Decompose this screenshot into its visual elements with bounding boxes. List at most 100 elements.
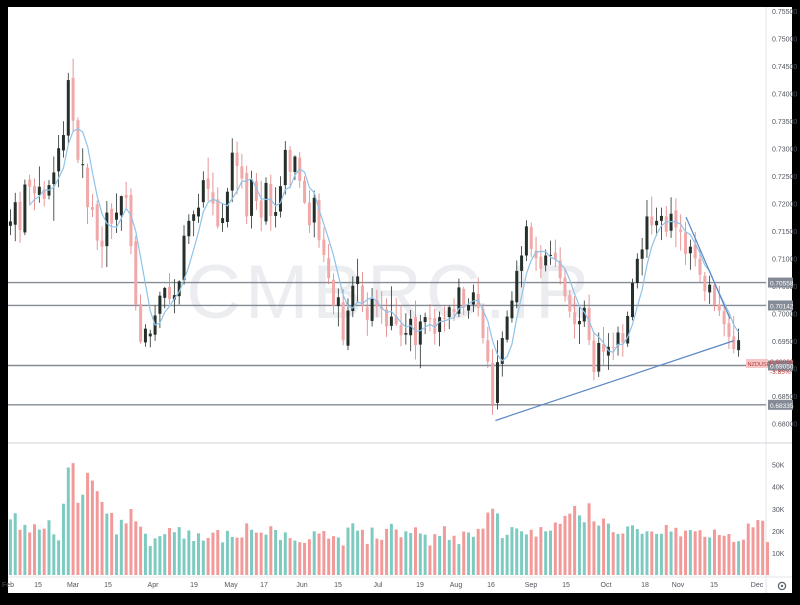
volume-bar <box>264 534 268 575</box>
candle-body <box>115 212 118 220</box>
volume-bar <box>442 526 446 575</box>
moving-average <box>29 128 740 362</box>
time-axis[interactable]: Feb 15 Mar 15 Apr 19 May 17 Jun 15 Jul 19 Aug 16 Sep 15… <box>2 582 764 589</box>
volume-bar <box>737 541 741 575</box>
candle-body <box>76 120 80 160</box>
volume-bar <box>57 540 61 575</box>
volume-bar <box>245 523 249 575</box>
candle-body <box>568 295 572 312</box>
candle-body <box>544 255 548 266</box>
candle-body <box>693 244 697 259</box>
volume-bar <box>438 535 442 575</box>
volume-bar <box>587 503 591 575</box>
candle-body <box>659 215 663 221</box>
volume-bar <box>187 530 191 575</box>
volume-bar <box>259 532 263 575</box>
volume-bar <box>423 534 427 575</box>
level-tag-label: 0.69050 <box>770 364 794 371</box>
price-tick-label: 0.68000 <box>772 421 797 428</box>
volume-bar <box>631 525 634 575</box>
volume-bar <box>201 540 205 575</box>
price-tags: 0.70558 0.70142 0.69050 0.68335 NZDUSD 0.6906… <box>746 277 794 410</box>
volume-bar <box>500 538 504 575</box>
time-tick-label: Oct <box>601 582 612 589</box>
candle-body <box>539 256 543 269</box>
candle-body <box>515 270 519 303</box>
candle-body <box>240 166 244 179</box>
volume-bar <box>42 528 46 575</box>
volume-bar <box>119 519 123 575</box>
time-tick-label: Jun <box>296 582 307 589</box>
volume-bar <box>655 533 659 575</box>
candles <box>8 58 741 415</box>
candle-body <box>18 201 22 231</box>
candle-body <box>8 221 12 226</box>
volume-bar <box>375 538 379 575</box>
volume-bar <box>33 524 37 575</box>
trendline <box>495 340 734 422</box>
candle-body <box>645 216 649 250</box>
candle-body <box>698 258 702 275</box>
volume-bar <box>693 531 697 575</box>
volume-bar <box>158 536 162 575</box>
volume-bar <box>732 541 736 575</box>
volume-bar <box>505 534 509 575</box>
candle-body <box>119 196 123 216</box>
volume-bar <box>573 505 577 575</box>
time-tick-label: 15 <box>710 582 718 589</box>
candle-body <box>737 340 741 351</box>
volume-bar <box>698 530 702 575</box>
volume-bar <box>515 528 519 575</box>
volume-bar <box>71 463 75 575</box>
volume-bar <box>582 522 586 575</box>
candle-body <box>110 208 114 224</box>
candle-body <box>481 308 485 338</box>
candle-body <box>254 181 258 202</box>
candle-body <box>139 303 143 342</box>
volume-bar <box>746 523 750 575</box>
volume-bar <box>577 515 581 575</box>
volume-bar <box>751 527 755 575</box>
level-tag-label: 0.70558 <box>770 281 794 288</box>
volume-bar <box>322 531 326 575</box>
volume-bar <box>95 491 99 575</box>
volume-bar <box>626 526 630 575</box>
volume-bar <box>192 541 196 575</box>
volume-bar <box>221 542 225 575</box>
candle-body <box>385 309 389 327</box>
volume-bar <box>389 523 393 575</box>
volume-bar <box>278 539 282 575</box>
volume-bar <box>129 509 133 575</box>
candle-body <box>356 276 360 285</box>
volume-bar <box>153 538 157 575</box>
time-tick-label: 15 <box>34 582 42 589</box>
candle-body <box>187 220 191 237</box>
volume-bar <box>684 530 688 575</box>
price-tick-label: 0.74000 <box>772 91 797 98</box>
candle-body <box>669 213 673 231</box>
candle-body <box>462 289 466 308</box>
candle-body <box>129 195 133 247</box>
candle-body <box>438 317 442 332</box>
candle-body <box>674 210 678 228</box>
volume-bar <box>52 534 56 575</box>
time-tick-label: 19 <box>416 582 424 589</box>
volume-bar <box>727 533 731 575</box>
candle-body <box>664 216 668 232</box>
symbol-tag-label: NZDUSD <box>748 362 771 368</box>
symbol-tag <box>746 358 768 368</box>
candle-body <box>61 135 65 151</box>
gear-icon[interactable] <box>777 581 787 591</box>
candle-body <box>182 235 186 281</box>
price-tick-label: 0.74500 <box>772 64 797 71</box>
volume-bar <box>679 536 683 575</box>
candle-body <box>582 307 586 322</box>
candle-body <box>235 152 239 166</box>
candle-body <box>221 218 225 224</box>
candle-body <box>655 220 659 226</box>
time-tick-label: Sep <box>525 582 538 589</box>
volume-tick-label: 50K <box>772 463 785 470</box>
volume-bar <box>143 533 147 575</box>
candle-body <box>597 342 601 372</box>
candle-body <box>573 312 577 325</box>
